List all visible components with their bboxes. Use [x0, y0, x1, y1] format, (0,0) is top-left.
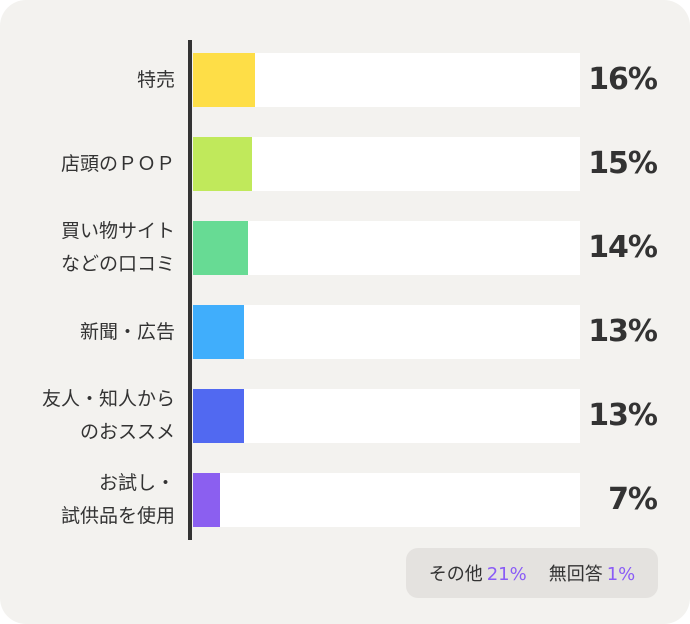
category-label: 友人・知人から のおススメ [41, 388, 175, 443]
bar [193, 137, 252, 191]
value-label: 15% [588, 146, 658, 181]
bar [193, 53, 256, 107]
category-label: 新聞・広告 [79, 320, 175, 343]
other-item: その他 21% [429, 560, 527, 586]
value-label: 13% [588, 398, 658, 433]
bar [193, 389, 244, 443]
bar [193, 221, 248, 275]
value-label: 14% [588, 230, 658, 265]
other-responses-note: その他 21% 無回答 1% [406, 548, 658, 598]
bar [193, 305, 244, 359]
category-label: 店頭のＰＯＰ [60, 152, 175, 175]
category-label: 買い物サイト などの口コミ [60, 220, 175, 275]
bar [193, 473, 221, 527]
category-label: お試し・ 試供品を使用 [60, 472, 175, 527]
no-answer-label: 無回答 [548, 564, 603, 585]
bar-track [193, 305, 580, 359]
y-axis-line [188, 40, 192, 540]
bar-track [193, 221, 580, 275]
no-answer-item: 無回答 1% [549, 560, 636, 586]
other-label: その他 [428, 564, 483, 585]
bar-track [193, 137, 580, 191]
value-label: 13% [588, 314, 658, 349]
no-answer-value: 1% [606, 564, 636, 585]
other-value: 21% [486, 564, 527, 585]
bar-track [193, 53, 580, 107]
value-label: 16% [588, 62, 658, 97]
value-label: 7% [608, 482, 658, 517]
bar-track [193, 389, 580, 443]
category-label: 特売 [136, 68, 175, 91]
bar-track [193, 473, 580, 527]
